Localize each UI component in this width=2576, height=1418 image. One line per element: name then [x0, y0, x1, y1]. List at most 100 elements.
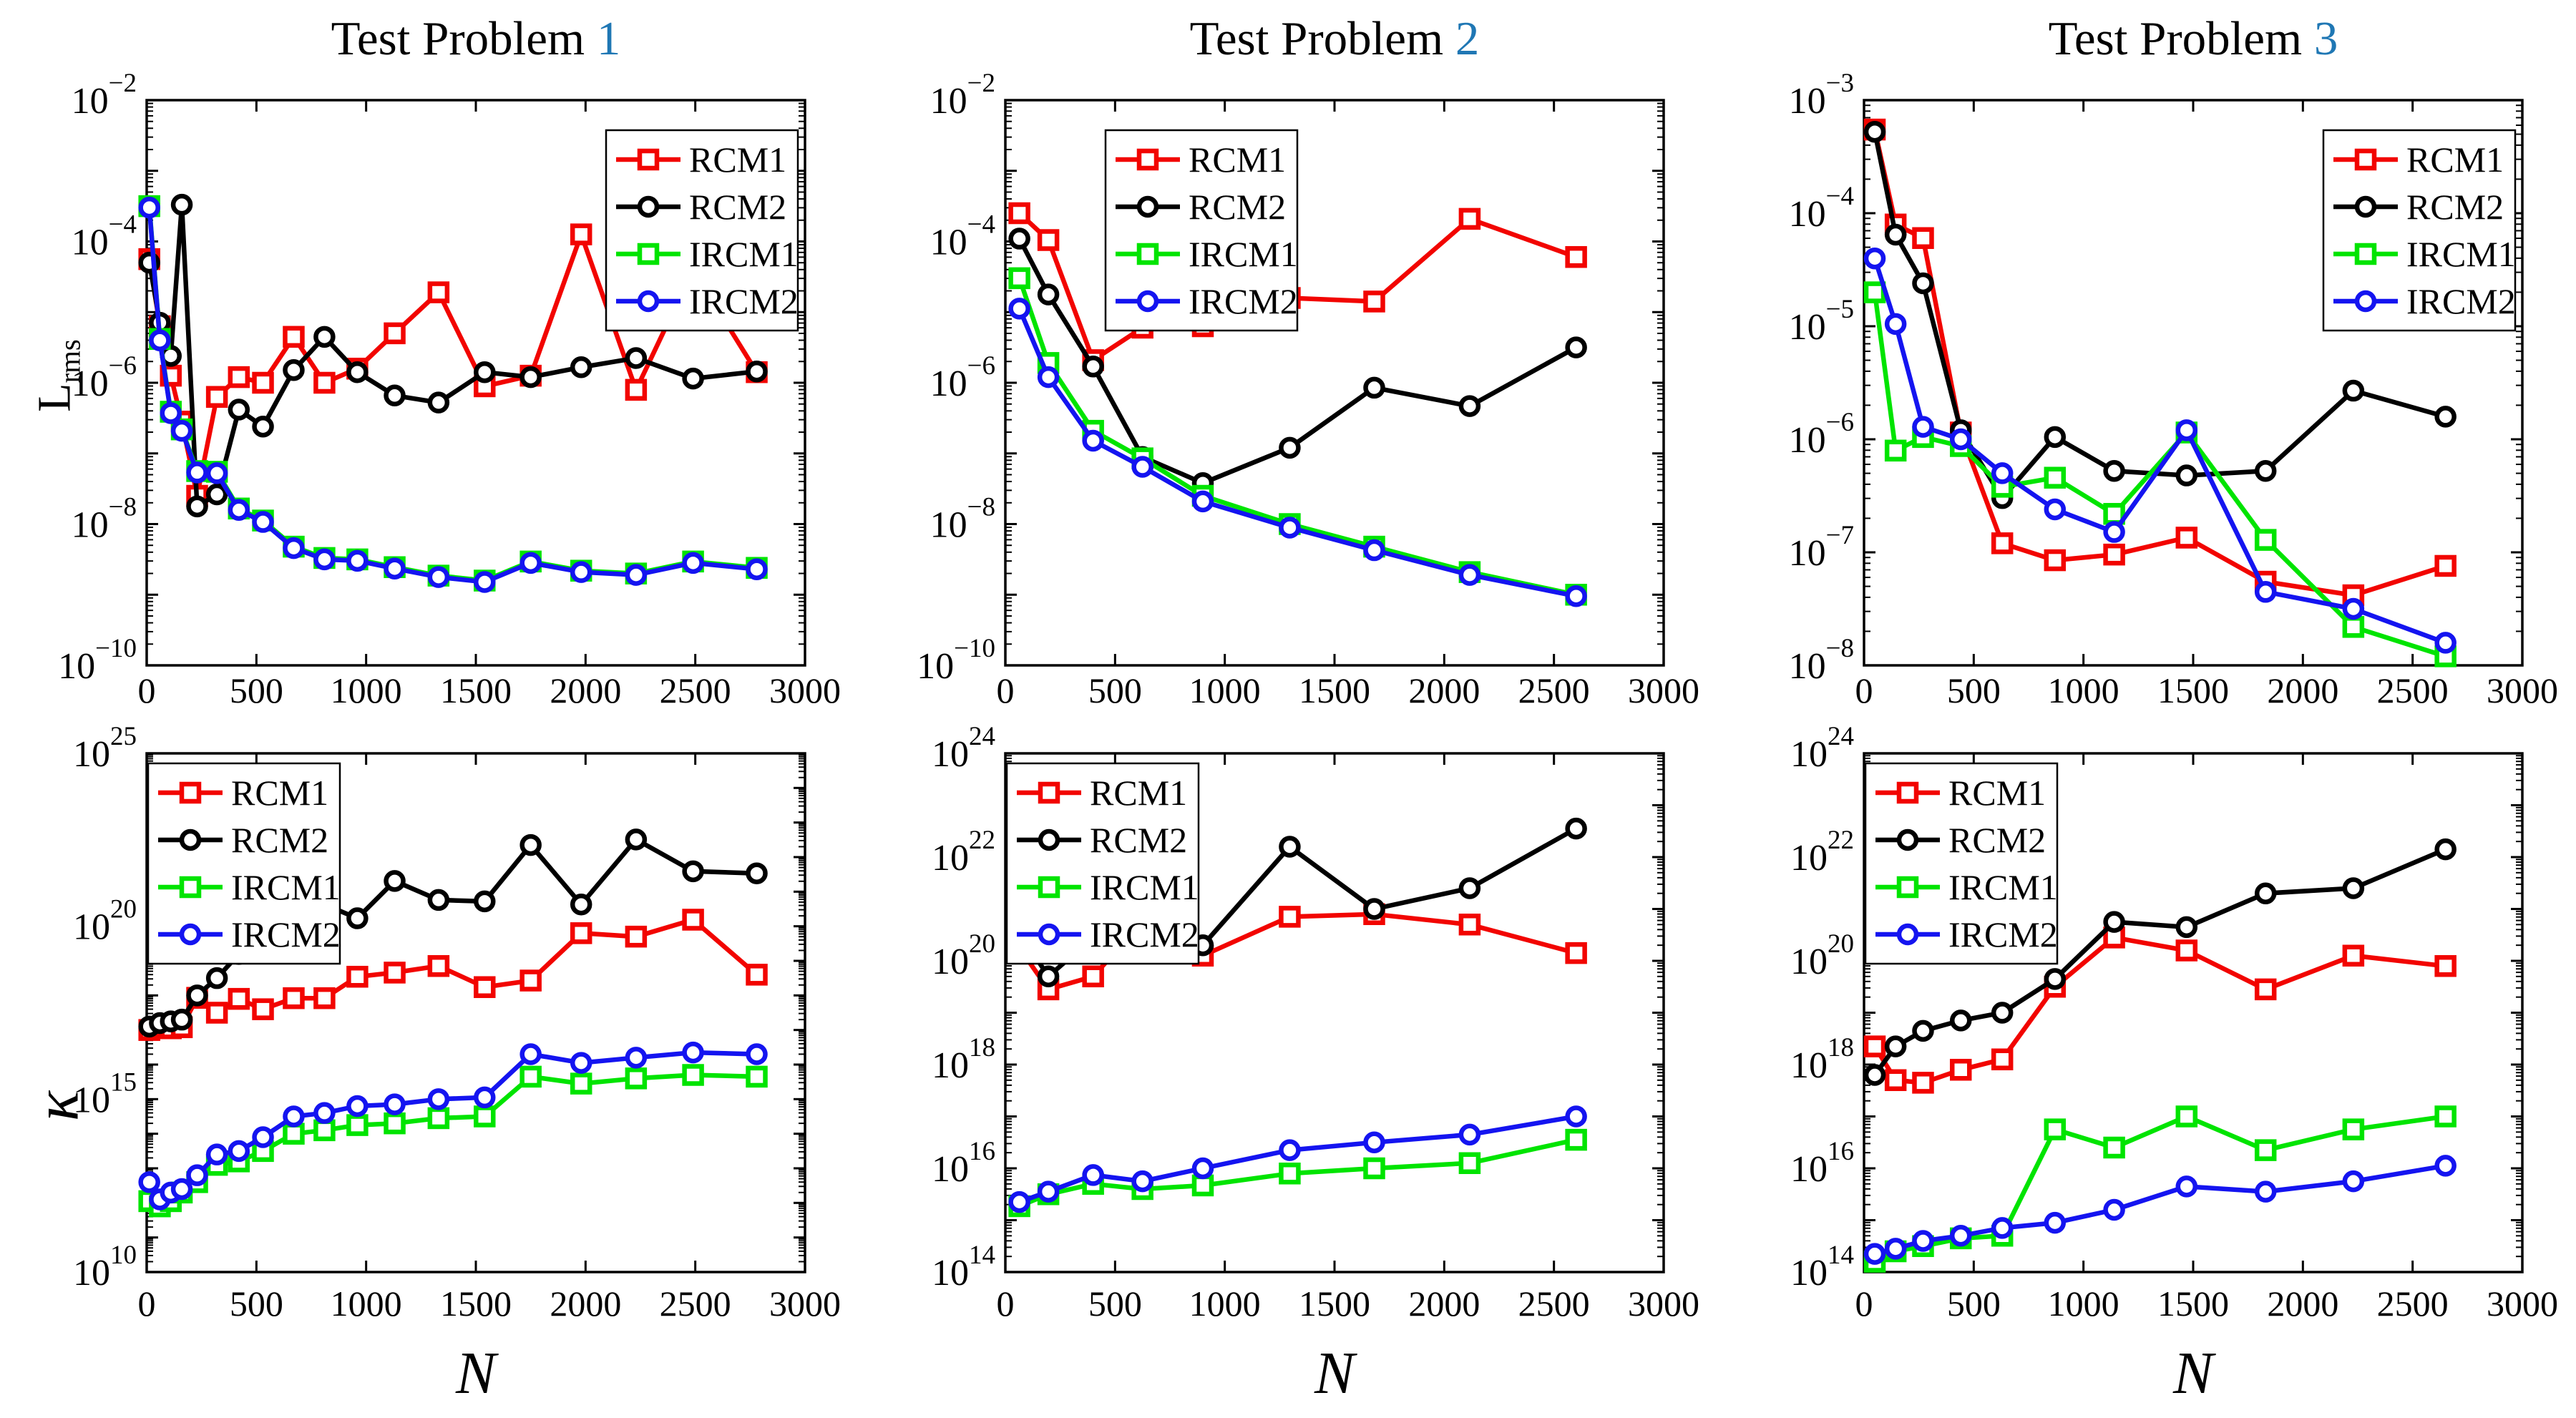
marker-circle-ircm2	[2434, 1155, 2457, 1177]
x-tick-label: 3000	[769, 670, 841, 709]
marker-circle-ircm2	[682, 552, 704, 574]
legend-marker-circle	[1136, 195, 1159, 218]
marker-square-rcm1	[313, 371, 336, 394]
marker-circle-ircm2	[1037, 366, 1060, 388]
marker-circle-ircm2	[384, 557, 406, 580]
marker-circle-ircm2	[1863, 247, 1886, 270]
legend: RCM1 RCM2 IRCM1 IRCM2	[1104, 129, 1299, 332]
marker-square-rcm1	[682, 909, 704, 931]
marker-circle-ircm2	[519, 1043, 542, 1065]
x-tick-label: 1500	[440, 1283, 512, 1324]
legend-label: RCM2	[231, 820, 328, 860]
marker-circle-ircm2	[2103, 521, 2125, 543]
marker-circle-rcm2	[2254, 459, 2277, 482]
marker-circle-ircm2	[346, 549, 369, 572]
y-tick-label: 1020	[932, 929, 995, 982]
marker-circle-rcm2	[474, 361, 496, 383]
marker-circle-rcm2	[205, 967, 228, 989]
marker-square-ircm1	[746, 1065, 768, 1088]
marker-circle-ircm2	[2175, 419, 2198, 441]
marker-circle-ircm2	[2044, 1211, 2067, 1234]
x-axis-label: N	[2172, 1340, 2214, 1407]
marker-circle-rcm2	[2175, 916, 2198, 939]
marker-circle-rcm2	[1363, 898, 1385, 920]
legend-label: IRCM1	[1948, 867, 2058, 907]
marker-circle-ircm2	[1949, 428, 1972, 451]
marker-square-rcm1	[2175, 939, 2198, 962]
y-tick-label: 10−8	[72, 493, 137, 546]
marker-circle-rcm2	[570, 356, 592, 378]
legend-marker-circle	[1136, 290, 1159, 313]
test-problem-2-lrms-canvas: 0 500 1000 1500 2000 2500 3000 10−10 10−8 10−6 10−…	[917, 69, 1699, 709]
chart-title-number: 2	[1455, 12, 1480, 65]
marker-circle-ircm2	[570, 1052, 592, 1074]
marker-circle-ircm2	[170, 1178, 193, 1201]
x-tick-label: 500	[1088, 670, 1142, 709]
marker-square-rcm1	[570, 223, 592, 245]
marker-square-rcm1	[1949, 1059, 1972, 1081]
marker-circle-rcm2	[346, 361, 369, 383]
x-tick-label: 2000	[1408, 670, 1480, 709]
y-tick-label: 1010	[73, 1241, 137, 1294]
x-tick-label: 500	[230, 1283, 283, 1324]
marker-circle-rcm2	[1037, 965, 1060, 987]
y-tick-label: 10−6	[930, 351, 995, 404]
x-tick-label: 500	[1947, 670, 2001, 709]
marker-circle-rcm2	[384, 870, 406, 892]
legend-label: IRCM1	[231, 867, 341, 907]
chart-title-text: Test Problem	[1189, 12, 1455, 65]
marker-circle-rcm2	[519, 833, 542, 856]
marker-circle-ircm2	[1363, 539, 1385, 562]
marker-square-ircm1	[625, 1067, 648, 1090]
legend-marker-circle	[2354, 290, 2377, 313]
marker-circle-rcm2	[1082, 356, 1104, 378]
legend-label: IRCM1	[1189, 234, 1298, 274]
marker-square-rcm1	[427, 281, 450, 303]
chart-title: Test Problem 3	[1864, 11, 2522, 67]
x-tick-label: 500	[1088, 1283, 1142, 1324]
marker-circle-rcm2	[1279, 436, 1301, 459]
legend-label: RCM1	[2406, 140, 2504, 180]
marker-circle-ircm2	[2342, 597, 2365, 620]
marker-circle-ircm2	[1191, 490, 1214, 513]
marker-square-rcm1	[2342, 944, 2365, 967]
chart-test-problem-2-kappa: N 0 500 1000 1500 2000 2500 3000 1014 1016 1018 10…	[859, 709, 1717, 1418]
legend-marker-circle	[1896, 828, 1919, 851]
x-tick-label: 1500	[2157, 670, 2229, 709]
legend-marker-square	[1038, 876, 1060, 899]
marker-circle-ircm2	[160, 402, 182, 424]
marker-circle-ircm2	[625, 1047, 648, 1069]
marker-circle-rcm2	[427, 391, 450, 414]
marker-circle-ircm2	[1008, 298, 1030, 320]
marker-circle-ircm2	[2044, 498, 2067, 521]
marker-square-ircm1	[384, 1112, 406, 1135]
marker-square-rcm1	[1863, 1035, 1886, 1057]
marker-square-rcm1	[625, 925, 648, 948]
marker-circle-ircm2	[2254, 1180, 2277, 1203]
marker-circle-rcm2	[2044, 426, 2067, 449]
x-tick-label: 0	[1855, 670, 1873, 709]
marker-circle-ircm2	[1279, 517, 1301, 539]
marker-square-rcm1	[283, 987, 305, 1009]
marker-circle-rcm2	[1884, 1035, 1907, 1057]
marker-circle-ircm2	[1082, 429, 1104, 452]
legend-label: IRCM2	[2406, 281, 2516, 321]
marker-square-rcm1	[1565, 245, 1587, 268]
marker-square-rcm1	[570, 922, 592, 944]
x-tick-label: 3000	[1628, 670, 1699, 709]
marker-circle-rcm2	[2434, 406, 2457, 428]
legend-label: IRCM2	[1189, 281, 1298, 321]
x-tick-label: 3000	[2487, 670, 2558, 709]
legend: RCM1 RCM2 IRCM1 IRCM2	[605, 129, 799, 332]
y-tick-label: 10−5	[1789, 295, 1854, 348]
legend-marker-square	[637, 243, 660, 265]
legend-marker-square	[1896, 876, 1919, 899]
marker-circle-rcm2	[2254, 882, 2277, 904]
marker-circle-ircm2	[252, 1126, 274, 1148]
marker-square-rcm1	[746, 964, 768, 986]
marker-circle-rcm2	[625, 347, 648, 369]
marker-circle-ircm2	[1912, 416, 1934, 438]
legend-marker-square	[2354, 148, 2377, 171]
chart-test-problem-1-lrms: Test Problem 1 Lrms 0 500 1000 1500 2000 2500…	[0, 0, 859, 709]
